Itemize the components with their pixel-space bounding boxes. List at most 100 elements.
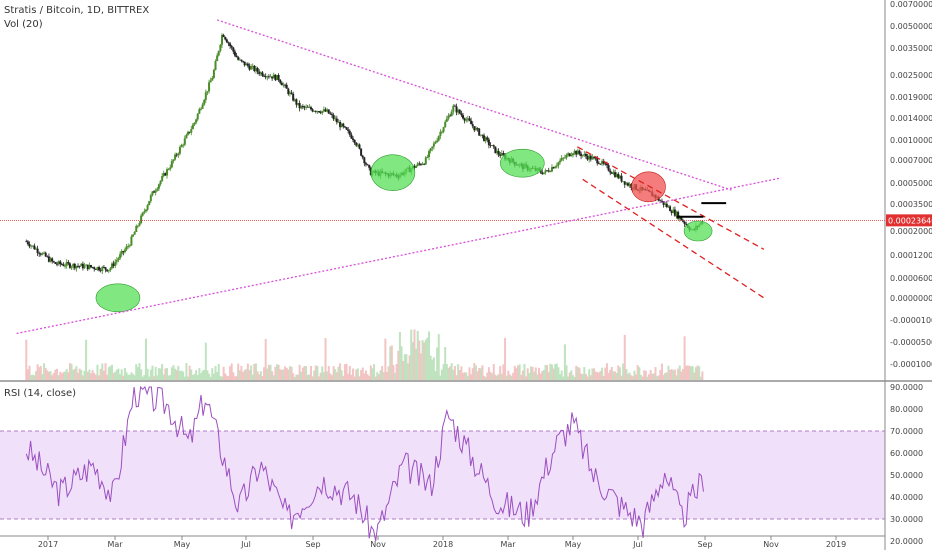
rsi-tick-label: 80.0000 (890, 405, 923, 414)
candle-body (594, 157, 597, 159)
candle-body (442, 127, 445, 132)
candle-body (628, 184, 631, 186)
candle-body (329, 113, 332, 115)
volume-bar (208, 373, 211, 380)
candle-body (157, 184, 160, 189)
volume-bar (187, 376, 190, 380)
candle-body (242, 60, 245, 62)
candle-body (290, 92, 293, 94)
time-tick-label: Jul (240, 540, 251, 549)
candle-body (166, 169, 169, 176)
candle-body (343, 126, 346, 128)
volume-bar (130, 372, 133, 380)
volume-bar (285, 367, 288, 380)
volume-bar (164, 368, 167, 380)
volume-bar (567, 376, 570, 380)
candle-body (560, 158, 563, 161)
volume-bar (300, 371, 303, 380)
volume-bar (421, 340, 424, 380)
volume-bar (508, 374, 511, 380)
channel-upper-line (577, 146, 765, 250)
candle-body (26, 241, 29, 245)
time-tick-label: Sep (697, 540, 712, 549)
candle-body (683, 221, 686, 224)
candle-body (484, 137, 487, 141)
volume-bar (688, 365, 691, 380)
volume-bar (659, 369, 662, 380)
rsi-tick-label: 40.0000 (890, 493, 923, 502)
volume-bar (65, 369, 68, 380)
volume-bar (62, 372, 65, 380)
volume-bar (347, 373, 350, 380)
volume-bar (157, 368, 160, 380)
candle-body (101, 266, 104, 272)
volume-bar (369, 365, 372, 380)
candle-body (550, 167, 553, 172)
current-price-label: 0.00023640 (888, 216, 932, 225)
candle-body (132, 234, 135, 237)
volume-bar (122, 375, 125, 380)
volume-bar (201, 370, 204, 380)
volume-bar (626, 373, 629, 380)
candle-body (190, 129, 193, 133)
volume-bar (177, 365, 180, 380)
candle-body (364, 163, 367, 165)
candle-body (136, 225, 139, 227)
volume-bar (28, 365, 31, 380)
volume-bar (450, 363, 453, 380)
volume-bar (693, 372, 696, 380)
candle-body (421, 163, 424, 165)
volume-bar (531, 366, 534, 380)
candle-body (356, 144, 359, 146)
candle-body (117, 258, 120, 261)
candle-body (60, 264, 63, 265)
volume-bar (505, 375, 508, 380)
candle-body (584, 153, 587, 157)
candle-body (174, 154, 177, 160)
price-tick-label: 0.00000000 (890, 294, 932, 303)
candle-body (251, 65, 254, 67)
candle-body (326, 109, 329, 112)
volume-bar (360, 370, 363, 380)
candle-body (217, 50, 220, 56)
candle-body (319, 112, 322, 114)
channel-lower-line (582, 178, 765, 299)
volume-bar (675, 375, 678, 380)
candle-body (119, 254, 122, 259)
volume-bar (402, 360, 405, 380)
volume-bar (352, 368, 355, 380)
candle-body (424, 157, 427, 165)
candle-body (599, 163, 602, 165)
volume-bar (565, 365, 568, 380)
candle-body (486, 137, 489, 140)
volume-bar (507, 370, 510, 380)
red-zone (631, 171, 666, 203)
candle-body (287, 88, 290, 95)
volume-bar (94, 374, 97, 380)
candle-body (261, 72, 264, 76)
volume-bar (413, 329, 416, 380)
candle-body (678, 216, 681, 219)
candle-body (415, 165, 418, 168)
candle-body (151, 191, 154, 196)
candle-body (626, 183, 629, 186)
time-tick-label: May (174, 540, 191, 549)
candle-body (297, 103, 300, 105)
candle-body (109, 268, 112, 271)
candle-body (46, 256, 49, 258)
candle-body (617, 173, 620, 179)
candle-body (434, 142, 437, 144)
volume-bar (85, 339, 88, 380)
candle-body (612, 172, 615, 174)
time-tick-label: Mar (107, 540, 123, 549)
volume-bar (120, 369, 123, 380)
volume-bar (225, 375, 228, 380)
volume-bar (431, 359, 434, 380)
volume-bar (601, 367, 604, 380)
volume-bar (141, 376, 144, 380)
volume-bar (96, 364, 99, 380)
volume-bar (667, 365, 670, 380)
volume-bar (227, 376, 230, 380)
